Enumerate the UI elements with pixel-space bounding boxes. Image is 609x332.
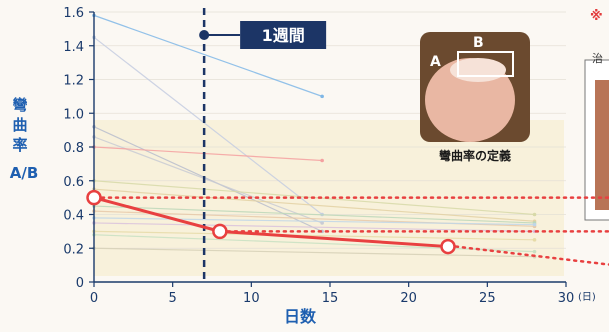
background-point xyxy=(532,222,537,227)
one-week-label: 1週間 xyxy=(262,26,305,45)
x-tick-label: 25 xyxy=(479,291,496,306)
photo-box-b xyxy=(457,51,514,77)
background-point xyxy=(320,94,324,99)
y-tick-label: 0 xyxy=(76,276,84,291)
x-tick-label: 5 xyxy=(169,291,177,306)
photo-caption: 彎曲率の定義 xyxy=(439,148,511,163)
background-series-line xyxy=(93,230,535,241)
background-series-line xyxy=(93,188,535,222)
background-point xyxy=(532,212,537,217)
y-ticks: 0 0.2 0.4 0.6 0.8 1.0 1.2 1.4 1.6 xyxy=(63,6,94,291)
x-unit: (日) xyxy=(578,292,596,303)
main-series-point xyxy=(212,223,228,240)
main-series-point xyxy=(440,238,456,255)
y-tick-label: 0.2 xyxy=(63,242,84,257)
background-series-line xyxy=(93,247,535,258)
y-tick-label: 1.6 xyxy=(63,6,84,21)
xlabel: 日数 xyxy=(284,307,317,326)
edge-text: 治 xyxy=(592,51,603,65)
ylabel-char-2: 曲 xyxy=(12,116,27,134)
one-week-callout xyxy=(240,21,327,49)
x-tick-label: 0 xyxy=(90,291,98,306)
background-point xyxy=(532,249,537,254)
background-point xyxy=(532,238,537,242)
x-tick-label: 20 xyxy=(400,291,417,306)
y-tick-label: 1.2 xyxy=(63,74,84,89)
background-series-line xyxy=(93,217,535,226)
background-point xyxy=(320,158,324,163)
x-tick-label: 10 xyxy=(243,291,260,306)
extension-lines xyxy=(100,196,609,266)
background-series-line xyxy=(93,14,323,97)
y-tick-label: 0.8 xyxy=(63,141,84,156)
ylabel-char-3: 率 xyxy=(12,136,27,154)
x-tick-label: 15 xyxy=(322,291,339,306)
y-tick-label: 1.0 xyxy=(63,107,84,122)
y-tick-label: 0.6 xyxy=(63,175,84,190)
background-series-line xyxy=(93,136,323,224)
background-series-line xyxy=(93,222,535,232)
ylabel-ratio: A/B xyxy=(10,164,39,182)
y-tick-label: 0.4 xyxy=(63,209,84,224)
photo-label-b: B xyxy=(473,35,484,51)
side-photo xyxy=(595,80,609,210)
background-point xyxy=(320,221,324,225)
ylabel-char-1: 彎 xyxy=(12,96,27,114)
main-series-point xyxy=(86,189,102,206)
main-series xyxy=(86,189,456,255)
x-tick-label: 30 xyxy=(558,291,575,306)
definition-photo: A B 彎曲率の定義 xyxy=(420,32,530,163)
background-series-line xyxy=(93,36,323,215)
y-tick-label: 1.4 xyxy=(63,40,84,55)
x-ticks: 0 5 10 15 20 25 30 xyxy=(90,282,574,306)
background-series-line xyxy=(93,205,535,224)
edge-mark: ※ xyxy=(590,9,603,24)
background-series xyxy=(92,13,537,259)
background-series-line xyxy=(93,146,323,162)
extension-line xyxy=(454,245,609,266)
photo-label-a: A xyxy=(430,54,441,70)
background-series-line xyxy=(93,234,535,253)
